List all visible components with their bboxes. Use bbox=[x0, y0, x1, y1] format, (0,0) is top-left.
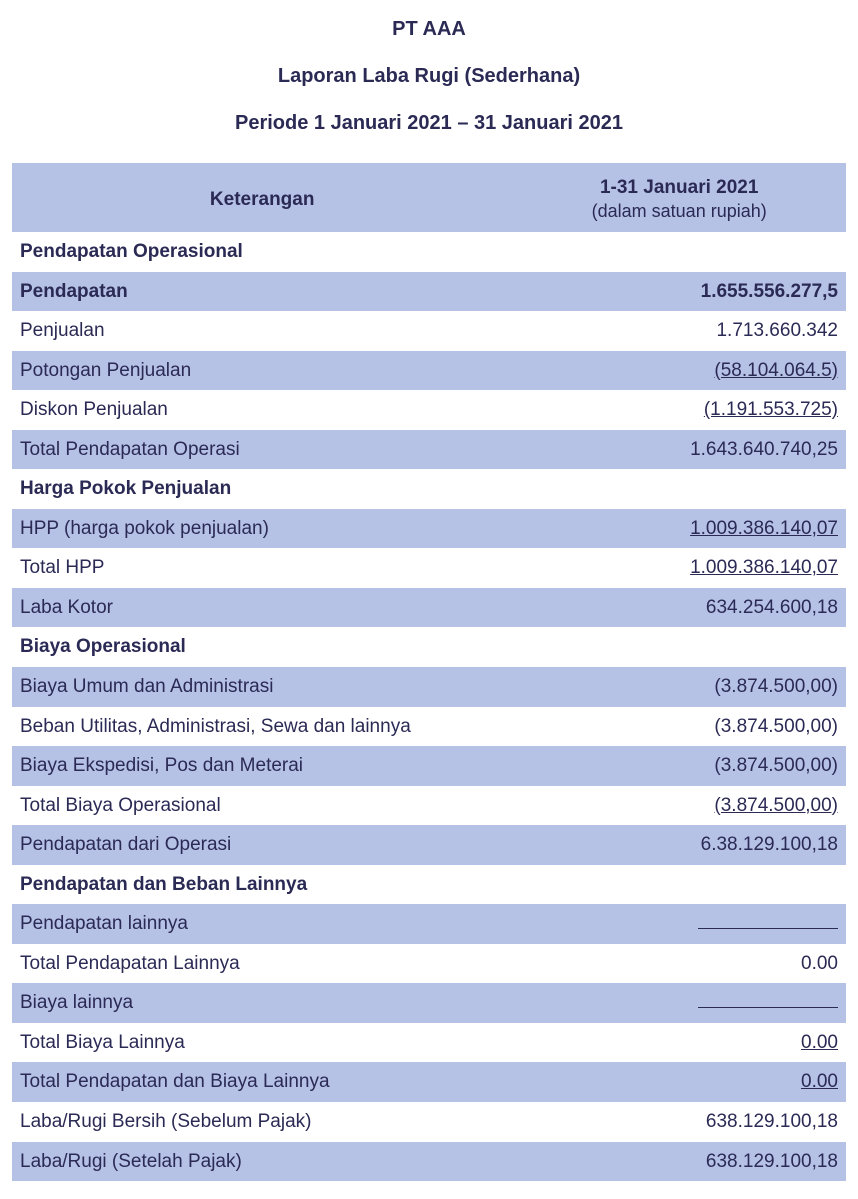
table-row: Total Biaya Operasional(3.874.500,00) bbox=[12, 786, 846, 826]
table-row: Total HPP1.009.386.140,07 bbox=[12, 548, 846, 588]
table-header-row: Keterangan 1-31 Januari 2021 (dalam satu… bbox=[12, 165, 846, 232]
table-row: Potongan Penjualan(58.104.064.5) bbox=[12, 351, 846, 391]
table-row: Total Biaya Lainnya0.00 bbox=[12, 1023, 846, 1063]
table-row: Penjualan1.713.660.342 bbox=[12, 311, 846, 351]
row-amount: 638.129.100,18 bbox=[512, 1142, 846, 1182]
report-title: Laporan Laba Rugi (Sederhana) bbox=[12, 65, 846, 88]
table-row: HPP (harga pokok penjualan)1.009.386.140… bbox=[12, 509, 846, 549]
row-amount: 0.00 bbox=[512, 1062, 846, 1102]
row-desc: Total Biaya Lainnya bbox=[12, 1023, 512, 1063]
amount-header-main: 1-31 Januari 2021 bbox=[600, 177, 758, 198]
row-amount bbox=[512, 469, 846, 509]
table-row: Laba/Rugi Bersih (Sebelum Pajak)638.129.… bbox=[12, 1102, 846, 1142]
amount-header-sub: (dalam satuan rupiah) bbox=[520, 201, 838, 222]
table-row: Laba Kotor634.254.600,18 bbox=[12, 588, 846, 628]
row-amount: (3.874.500,00) bbox=[512, 786, 846, 826]
row-desc: Pendapatan bbox=[12, 272, 512, 312]
row-amount bbox=[512, 865, 846, 905]
report-period: Periode 1 Januari 2021 – 31 Januari 2021 bbox=[12, 112, 846, 135]
table-row: Biaya Umum dan Administrasi(3.874.500,00… bbox=[12, 667, 846, 707]
row-desc: Pendapatan Operasional bbox=[12, 232, 512, 272]
row-desc: Penjualan bbox=[12, 311, 512, 351]
row-amount: 0.00 bbox=[512, 1023, 846, 1063]
row-desc: Total Pendapatan Operasi bbox=[12, 430, 512, 470]
table-row: Harga Pokok Penjualan bbox=[12, 469, 846, 509]
row-amount: 1.009.386.140,07 bbox=[512, 509, 846, 549]
table-row: Diskon Penjualan(1.191.553.725) bbox=[12, 390, 846, 430]
row-amount bbox=[512, 232, 846, 272]
row-amount: (58.104.064.5) bbox=[512, 351, 846, 391]
blank-amount-line bbox=[698, 989, 838, 1008]
table-row: Pendapatan1.655.556.277,5 bbox=[12, 272, 846, 312]
row-amount: (3.874.500,00) bbox=[512, 667, 846, 707]
table-row: Total Pendapatan Lainnya0.00 bbox=[12, 944, 846, 984]
row-desc: Beban Utilitas, Administrasi, Sewa dan l… bbox=[12, 707, 512, 747]
table-row: Pendapatan Operasional bbox=[12, 232, 846, 272]
row-amount: 1.655.556.277,5 bbox=[512, 272, 846, 312]
row-desc: Harga Pokok Penjualan bbox=[12, 469, 512, 509]
report-header: PT AAA Laporan Laba Rugi (Sederhana) Per… bbox=[12, 18, 846, 135]
blank-amount-line bbox=[698, 910, 838, 929]
row-desc: Total HPP bbox=[12, 548, 512, 588]
row-desc: HPP (harga pokok penjualan) bbox=[12, 509, 512, 549]
row-desc: Biaya lainnya bbox=[12, 983, 512, 1023]
row-desc: Pendapatan lainnya bbox=[12, 904, 512, 944]
row-amount bbox=[512, 904, 846, 944]
row-amount bbox=[512, 983, 846, 1023]
row-amount: 1.009.386.140,07 bbox=[512, 548, 846, 588]
table-body: Pendapatan OperasionalPendapatan1.655.55… bbox=[12, 232, 846, 1181]
row-amount: 6.38.129.100,18 bbox=[512, 825, 846, 865]
row-amount: (1.191.553.725) bbox=[512, 390, 846, 430]
company-name: PT AAA bbox=[12, 18, 846, 41]
table-row: Biaya Operasional bbox=[12, 627, 846, 667]
column-header-desc: Keterangan bbox=[12, 165, 512, 232]
row-desc: Laba/Rugi (Setelah Pajak) bbox=[12, 1142, 512, 1182]
row-desc: Laba Kotor bbox=[12, 588, 512, 628]
row-desc: Biaya Ekspedisi, Pos dan Meterai bbox=[12, 746, 512, 786]
row-amount: 638.129.100,18 bbox=[512, 1102, 846, 1142]
table-row: Pendapatan lainnya bbox=[12, 904, 846, 944]
column-header-amount: 1-31 Januari 2021 (dalam satuan rupiah) bbox=[512, 165, 846, 232]
row-desc: Biaya Umum dan Administrasi bbox=[12, 667, 512, 707]
table-row: Pendapatan dari Operasi6.38.129.100,18 bbox=[12, 825, 846, 865]
table-row: Pendapatan dan Beban Lainnya bbox=[12, 865, 846, 905]
row-desc: Potongan Penjualan bbox=[12, 351, 512, 391]
row-amount: (3.874.500,00) bbox=[512, 746, 846, 786]
row-desc: Diskon Penjualan bbox=[12, 390, 512, 430]
row-desc: Pendapatan dan Beban Lainnya bbox=[12, 865, 512, 905]
table-row: Biaya lainnya bbox=[12, 983, 846, 1023]
table-row: Beban Utilitas, Administrasi, Sewa dan l… bbox=[12, 707, 846, 747]
row-desc: Total Pendapatan Lainnya bbox=[12, 944, 512, 984]
income-statement-table: Keterangan 1-31 Januari 2021 (dalam satu… bbox=[12, 163, 846, 1181]
row-amount: 1.713.660.342 bbox=[512, 311, 846, 351]
row-amount: 0.00 bbox=[512, 944, 846, 984]
table-row: Biaya Ekspedisi, Pos dan Meterai(3.874.5… bbox=[12, 746, 846, 786]
row-desc: Biaya Operasional bbox=[12, 627, 512, 667]
row-amount: (3.874.500,00) bbox=[512, 707, 846, 747]
row-desc: Pendapatan dari Operasi bbox=[12, 825, 512, 865]
row-desc: Total Biaya Operasional bbox=[12, 786, 512, 826]
row-desc: Laba/Rugi Bersih (Sebelum Pajak) bbox=[12, 1102, 512, 1142]
row-desc: Total Pendapatan dan Biaya Lainnya bbox=[12, 1062, 512, 1102]
row-amount bbox=[512, 627, 846, 667]
row-amount: 1.643.640.740,25 bbox=[512, 430, 846, 470]
table-row: Total Pendapatan Operasi1.643.640.740,25 bbox=[12, 430, 846, 470]
table-row: Total Pendapatan dan Biaya Lainnya0.00 bbox=[12, 1062, 846, 1102]
row-amount: 634.254.600,18 bbox=[512, 588, 846, 628]
table-row: Laba/Rugi (Setelah Pajak)638.129.100,18 bbox=[12, 1142, 846, 1182]
